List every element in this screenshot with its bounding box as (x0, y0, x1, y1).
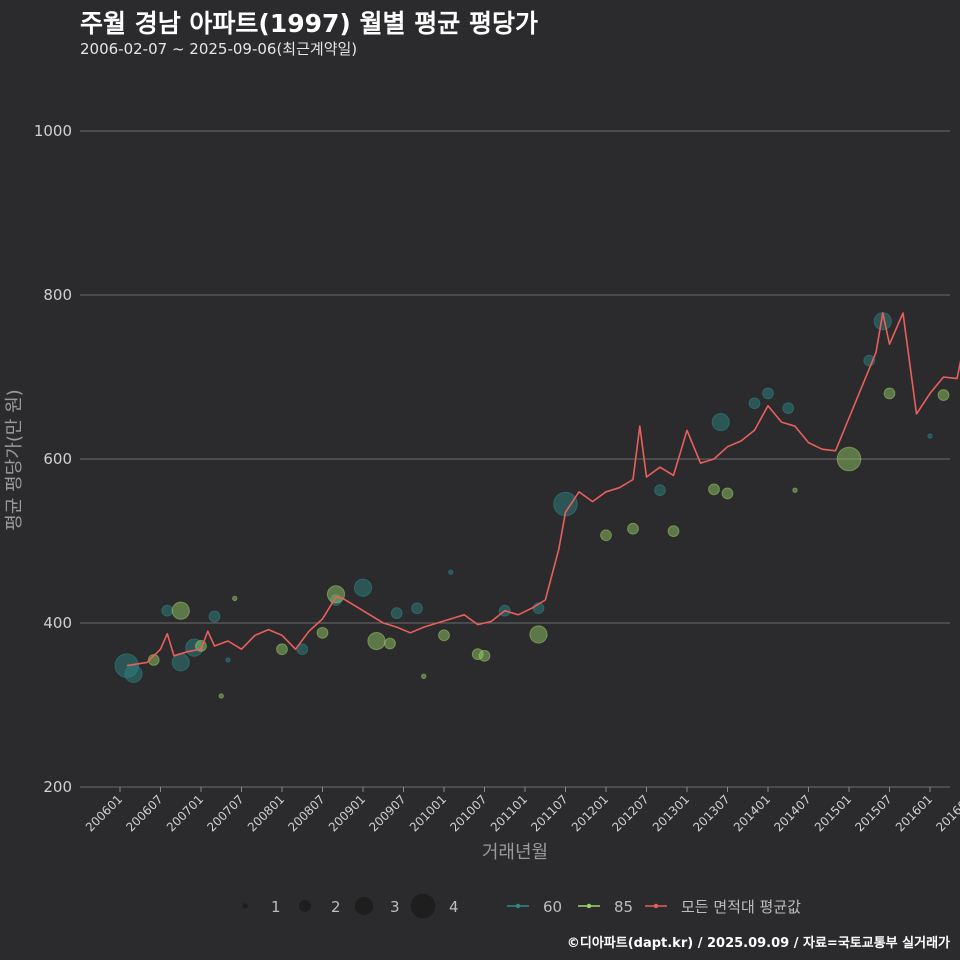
series-60-point-18 (748, 397, 761, 410)
x-axis-title: 거래년월 (482, 842, 548, 863)
legend-size-4-label: 4 (449, 898, 459, 916)
legend: 1 2 3 4 60 85 모든 면적대 평균값 (242, 893, 801, 919)
series-60-point-17 (711, 413, 730, 432)
x-tick-label-200707: 200707 (204, 792, 246, 834)
legend-size-3-swatch (354, 896, 374, 916)
series-85-points (147, 387, 950, 699)
average-line-layer (126, 312, 960, 667)
series-60-point-20 (782, 402, 795, 415)
series-85-point-16 (627, 522, 639, 535)
series-85-point-23 (937, 389, 950, 401)
series-85-point-20 (792, 487, 798, 493)
series-85-point-8 (367, 631, 386, 651)
legend-series_85-dot (586, 903, 592, 909)
x-tick-label-200901: 200901 (326, 792, 368, 834)
grid-layer (80, 130, 950, 788)
chart-subtitle: 2006-02-07 ~ 2025-09-06(최근계약일) (80, 40, 358, 58)
series-60-point-0 (114, 653, 140, 678)
average-line (126, 312, 960, 667)
x-tick-label-200801: 200801 (245, 792, 287, 834)
series-85-point-21 (836, 446, 862, 472)
y-tick-label-1000: 1000 (34, 122, 72, 140)
series-60-point-6 (225, 657, 231, 663)
series-60-points (114, 312, 933, 683)
series-85-point-15 (600, 529, 612, 542)
series-60-point-5 (208, 610, 221, 623)
caption: ©디아파트(dapt.kr) / 2025.09.09 / 자료=국토교통부 실… (566, 936, 950, 951)
x-tick-label-201107: 201107 (528, 792, 570, 834)
series-85-point-0 (147, 654, 160, 666)
y-tick-label-400: 400 (43, 614, 72, 632)
series-85-point-1 (171, 601, 190, 620)
legend-size-4-swatch (410, 893, 436, 919)
y-tick-label-800: 800 (43, 286, 72, 304)
legend-series_60-label: 60 (543, 898, 562, 916)
x-tick-labels: 2006012006072007012007072008012008072009… (83, 787, 960, 835)
series-60-point-12 (448, 569, 454, 575)
series-85-point-10 (421, 673, 427, 679)
chart-title: 주월 경남 아파트(1997) 월별 평균 평당가 (80, 9, 538, 38)
x-tick-label-201407: 201407 (771, 792, 813, 834)
series-60-point-16 (654, 484, 666, 497)
x-tick-label-201307: 201307 (690, 792, 732, 834)
x-tick-label-201207: 201207 (609, 792, 651, 834)
series-60-point-11 (411, 602, 423, 615)
series-85-point-22 (883, 387, 896, 400)
series-60-point-2 (161, 604, 174, 617)
legend-series_60-dot (515, 903, 521, 909)
legend-size-1-label: 1 (271, 898, 281, 916)
legend-size-3-label: 3 (390, 898, 400, 916)
x-tick-label-200601: 200601 (83, 792, 125, 834)
series-60-point-9 (353, 578, 373, 597)
x-tick-label-201101: 201101 (488, 792, 530, 834)
x-tick-label-201001: 201001 (407, 792, 449, 834)
series-60-point-7 (296, 643, 309, 656)
series-60-point-10 (390, 607, 403, 620)
legend-size-2-swatch (299, 900, 311, 912)
series-85-point-17 (667, 525, 680, 538)
series-85-point-5 (276, 643, 288, 656)
series-85-point-18 (708, 483, 720, 496)
series-85-point-3 (218, 693, 224, 699)
series-60-point-19 (762, 387, 774, 400)
x-tick-label-200701: 200701 (164, 792, 206, 834)
series-85-point-19 (721, 487, 734, 500)
legend-size-2-label: 2 (331, 898, 341, 916)
legend-series_85-label: 85 (614, 898, 633, 916)
series-85-point-7 (326, 585, 346, 604)
x-tick-label-200607: 200607 (123, 792, 165, 834)
legend-size-1-swatch (242, 903, 248, 909)
series-85-point-14 (529, 625, 548, 644)
series-60-point-1 (124, 664, 143, 683)
x-tick-label-201401: 201401 (731, 792, 773, 834)
x-tick-label-201301: 201301 (650, 792, 692, 834)
x-tick-label-200907: 200907 (366, 792, 408, 834)
series-85-point-13 (478, 649, 491, 662)
y-tick-labels: 200 400 600 800 1000 (34, 122, 72, 796)
legend-series_avg-label: 모든 면적대 평균값 (681, 898, 801, 916)
x-tick-label-201507: 201507 (852, 792, 894, 834)
series-85-point-6 (316, 626, 329, 639)
x-tick-label-201607: 201607 (933, 792, 960, 834)
x-tick-label-201201: 201201 (569, 792, 611, 834)
series-85-point-11 (438, 629, 450, 642)
legend-series_avg-dot (653, 903, 659, 909)
series-85-point-9 (384, 637, 396, 650)
y-tick-label-600: 600 (43, 450, 72, 468)
series-85-point-4 (232, 595, 238, 602)
x-tick-label-201501: 201501 (812, 792, 854, 834)
y-axis-title: 평균 평당가(만 원) (4, 389, 25, 530)
x-tick-label-201007: 201007 (447, 792, 489, 834)
series-60-point-23 (927, 433, 933, 439)
series-85-point-12 (471, 648, 484, 661)
x-tick-label-201601: 201601 (893, 792, 935, 834)
y-tick-label-200: 200 (43, 778, 72, 796)
x-tick-label-200807: 200807 (285, 792, 327, 834)
